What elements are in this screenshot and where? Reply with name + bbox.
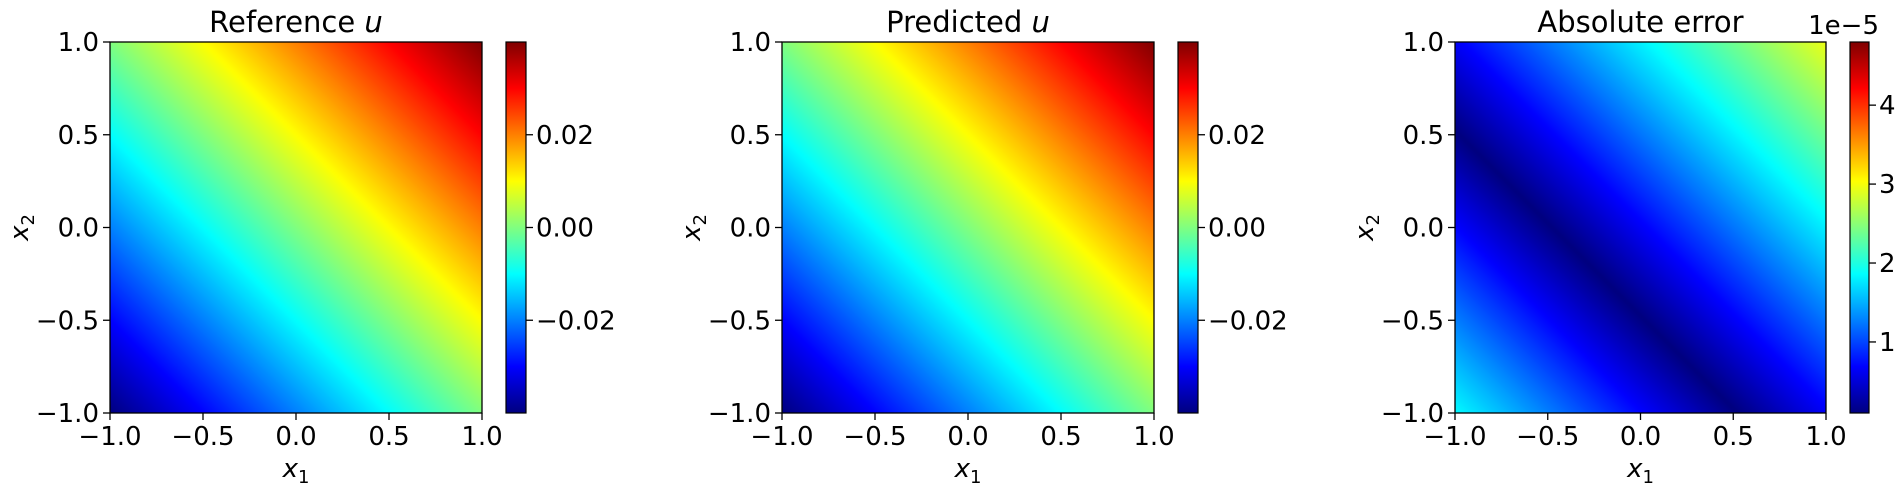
y-tick-label: −0.5	[36, 306, 99, 336]
y-tick-label: −0.5	[1381, 306, 1444, 336]
x-tick-label: 0.0	[1620, 422, 1661, 452]
colorbar-tick-label: 0.00	[1208, 214, 1266, 244]
colorbar-tick-label: 2	[1879, 249, 1896, 279]
heatmap-image	[110, 42, 482, 413]
colorbar-tick-label: 3	[1879, 170, 1896, 200]
colorbar-tick-label: 1	[1879, 328, 1896, 358]
panel-title: Absolute error	[1537, 5, 1743, 39]
x-tick-label: 1.0	[1805, 422, 1846, 452]
panel-2: Predicted u−1.0 −0.5 0.0 0.5 1.0−1.0−0.50.00…	[677, 5, 1288, 484]
colorbar-offset-label: 1e−5	[1808, 11, 1879, 41]
y-tick-label: 1.0	[58, 28, 99, 58]
y-axis-label: x2	[5, 214, 39, 242]
x-tick-label: −1.0	[78, 422, 141, 452]
x-tick-label: −0.5	[171, 422, 234, 452]
colorbar-tick-label: −0.02	[536, 306, 616, 336]
x-tick-label: 0.5	[1713, 422, 1754, 452]
x-tick-label: −0.5	[843, 422, 906, 452]
heatmap-image	[782, 42, 1154, 413]
x-tick-label: 1.0	[461, 422, 502, 452]
y-tick-label: −0.5	[708, 306, 771, 336]
y-tick-label: 0.5	[730, 121, 771, 151]
colorbar	[1177, 41, 1199, 414]
y-axis-label: x2	[677, 214, 711, 242]
panel-title: Predicted u	[886, 5, 1050, 39]
x-tick-label: −1.0	[750, 422, 813, 452]
y-tick-label: 0.0	[58, 214, 99, 244]
y-tick-label: −1.0	[36, 399, 99, 429]
y-tick-label: 0.5	[58, 121, 99, 151]
colorbar-tick-label: −0.02	[1208, 306, 1288, 336]
colorbar	[505, 41, 527, 414]
y-tick-label: 1.0	[1403, 28, 1444, 58]
panel-1: Reference u−1.0 −0.5 0.0 0.5 1.0−1.0−0.50.00…	[5, 5, 616, 484]
y-tick-label: −1.0	[708, 399, 771, 429]
y-tick-label: −1.0	[1381, 399, 1444, 429]
panel-3: Absolute error −1.0 −0.5 0.0 0.5 1.0 −1.0 −0.5 0…	[1350, 5, 1896, 484]
x-tick-label: −1.0	[1423, 422, 1486, 452]
x-tick-label: 0.0	[275, 422, 316, 452]
x-tick-label: 0.5	[368, 422, 409, 452]
x-axis-label: x1	[1626, 454, 1654, 484]
y-axis-label: x2	[1350, 214, 1384, 242]
y-tick-label: 0.0	[730, 214, 771, 244]
colorbar-tick-label: 0.00	[536, 214, 594, 244]
colorbar	[1849, 41, 1870, 414]
x-tick-label: 1.0	[1133, 422, 1174, 452]
colorbar-tick-label: 4	[1879, 91, 1896, 121]
x-tick-label: −0.5	[1516, 422, 1579, 452]
colorbar-tick-label: 0.02	[1208, 121, 1266, 151]
colorbar-tick-label: 0.02	[536, 121, 594, 151]
x-axis-label: x1	[282, 454, 310, 484]
y-tick-label: 0.5	[1403, 121, 1444, 151]
panel-title: Reference u	[209, 5, 383, 39]
heatmap-image	[1455, 42, 1826, 413]
y-tick-label: 0.0	[1403, 214, 1444, 244]
x-tick-label: 0.0	[947, 422, 988, 452]
y-tick-label: 1.0	[730, 28, 771, 58]
x-axis-label: x1	[954, 454, 982, 484]
x-tick-label: 0.5	[1040, 422, 1081, 452]
